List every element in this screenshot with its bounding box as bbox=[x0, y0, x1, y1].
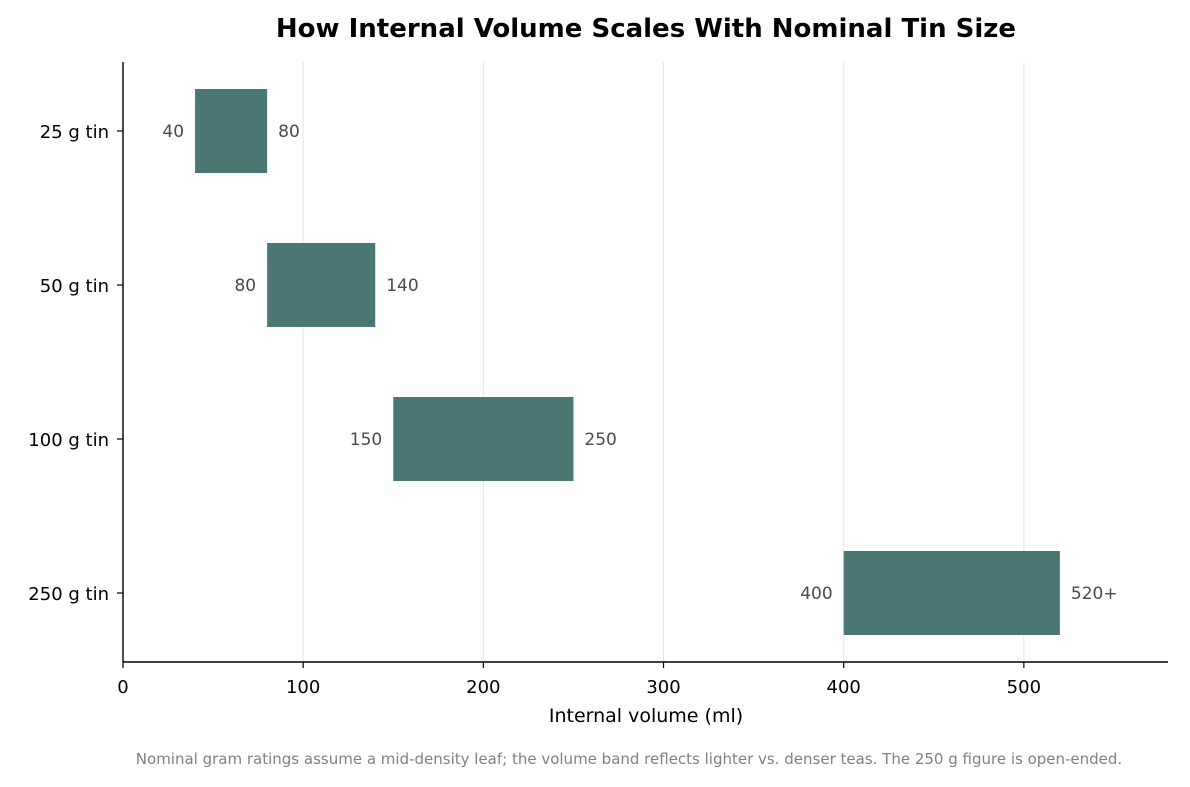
x-tick-label-0: 0 bbox=[117, 677, 128, 698]
range-start-label-3: 400 bbox=[800, 584, 832, 604]
axes-layer: 25 g tin 50 g tin 100 g tin 250 g tin 0 100 20… bbox=[28, 62, 1168, 698]
chart-title: How Internal Volume Scales With Nominal … bbox=[276, 14, 1016, 44]
range-bar-3 bbox=[843, 551, 1060, 635]
bars-layer bbox=[195, 89, 1060, 635]
footnote: Nominal gram ratings assume a mid-densit… bbox=[136, 750, 1122, 768]
range-start-label-2: 150 bbox=[350, 430, 382, 450]
range-bar-0 bbox=[195, 89, 268, 173]
range-bar-2 bbox=[393, 397, 574, 481]
range-end-label-2: 250 bbox=[584, 430, 616, 450]
x-axis-label: Internal volume (ml) bbox=[549, 705, 743, 727]
range-start-label-0: 40 bbox=[162, 122, 184, 142]
data-labels-layer: 40 80 80 140 150 250 400 520+ bbox=[162, 122, 1117, 604]
y-tick-label-2: 100 g tin bbox=[28, 430, 109, 451]
range-start-label-1: 80 bbox=[234, 276, 256, 296]
range-end-label-1: 140 bbox=[386, 276, 418, 296]
range-bar-1 bbox=[267, 243, 376, 327]
y-tick-label-1: 50 g tin bbox=[40, 276, 109, 297]
x-tick-label-300: 300 bbox=[646, 677, 680, 698]
range-end-label-3: 520+ bbox=[1071, 584, 1118, 604]
range-end-label-0: 80 bbox=[278, 122, 300, 142]
x-tick-label-500: 500 bbox=[1007, 677, 1041, 698]
x-tick-label-200: 200 bbox=[466, 677, 500, 698]
x-tick-label-400: 400 bbox=[827, 677, 861, 698]
y-tick-label-3: 250 g tin bbox=[28, 584, 109, 605]
x-tick-label-100: 100 bbox=[286, 677, 320, 698]
y-tick-label-0: 25 g tin bbox=[40, 122, 109, 143]
